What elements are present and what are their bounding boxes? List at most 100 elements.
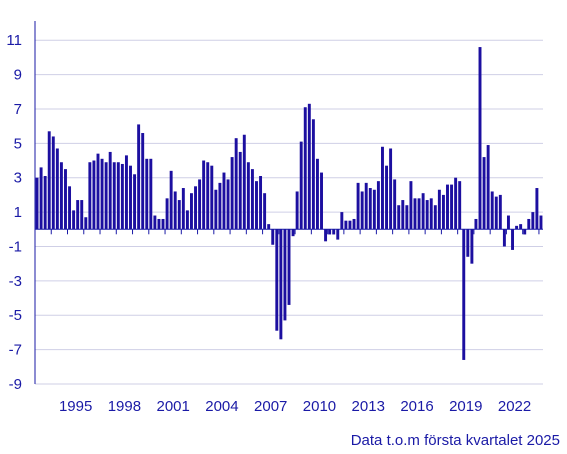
y-tick-label: -5 [9,307,22,324]
bar [519,224,523,230]
bar [84,217,88,230]
bar [320,172,323,230]
bar [190,193,193,230]
bar [360,191,364,230]
bar [535,188,539,230]
axes [34,21,543,384]
bar [336,229,340,240]
bar [59,162,63,230]
bar [92,160,96,230]
x-tick-label: 2001 [156,398,189,415]
bar [531,212,535,230]
bar [161,218,165,230]
bar [478,47,482,230]
bar [364,182,368,230]
bar [458,181,462,230]
y-tick-label: 5 [14,135,22,152]
bar [275,229,279,331]
bar [332,229,336,235]
bar [299,141,303,230]
bar [104,162,108,230]
bar [425,200,429,230]
bar [429,198,433,230]
bar [372,189,376,230]
bar [539,215,543,230]
bar [315,158,319,230]
bars [35,47,543,360]
x-tick-label: 2016 [400,398,433,415]
bar [120,163,124,230]
bar [153,215,157,230]
bar [279,229,283,340]
bar [246,162,250,230]
bar [397,205,401,230]
footnote: Data t.o.m första kvartalet 2025 [351,432,560,449]
bar [433,205,437,230]
y-tick-label: 9 [14,67,22,84]
y-tick-label: 1 [14,204,22,221]
bar [450,184,454,230]
bar [446,184,449,230]
bar [348,220,352,230]
bar [490,191,494,230]
bar [47,131,51,230]
bar [169,170,173,230]
bar [157,218,161,230]
bar [210,165,214,230]
x-tick-label: 2013 [352,398,385,415]
bar [222,172,226,230]
bar [202,160,206,230]
x-tick-label: 2022 [498,398,531,415]
bar [409,181,413,230]
bar [242,134,246,230]
bar [108,151,112,230]
y-tick-label: -7 [9,342,22,359]
bar [133,174,137,230]
bar [498,194,502,230]
bar [340,212,344,230]
bar [421,193,425,230]
bar [88,162,92,230]
bar [96,153,100,230]
bar [287,229,291,305]
bar [381,146,384,230]
bar [206,162,210,230]
bar [511,229,514,250]
x-tick-label: 2010 [303,398,336,415]
bar [218,182,222,230]
bar [55,148,59,230]
bar [328,229,332,235]
bar [68,186,72,230]
y-tick-label: -1 [9,238,22,255]
bar [466,229,470,257]
bar [515,225,519,230]
bar [385,165,388,230]
bar [263,193,267,230]
bar [405,205,409,230]
bar [230,157,234,230]
bar [344,220,348,230]
bar [291,229,295,237]
bar [470,229,474,264]
bar [474,218,478,230]
bar [295,191,299,230]
bar [141,133,145,230]
bar [389,148,393,230]
y-tick-label: 3 [14,170,22,187]
bar [482,157,486,230]
bar [462,229,466,360]
y-tick-label: -9 [9,376,22,393]
bar [177,200,181,230]
bar [198,179,202,230]
bar [486,145,490,230]
y-tick-label: -3 [9,273,22,290]
bar [259,176,263,230]
bar [238,151,242,230]
bar [51,136,55,230]
bar [401,200,405,230]
bar [181,188,185,230]
bar [149,158,153,230]
x-tick-label: 1995 [59,398,92,415]
bar [64,169,67,230]
